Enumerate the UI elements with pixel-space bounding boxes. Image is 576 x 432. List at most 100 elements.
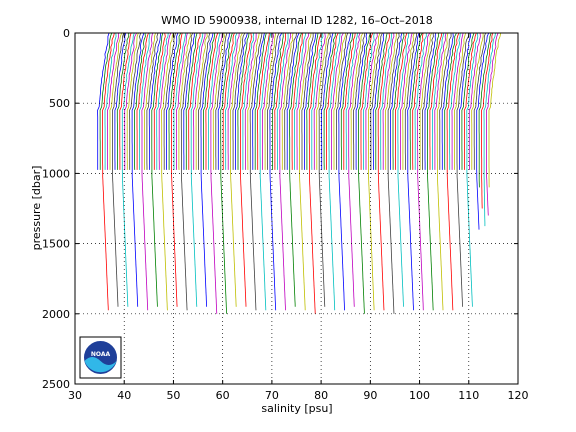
profile-line [340, 32, 354, 170]
profile-line [232, 32, 246, 170]
profile-line [486, 32, 499, 216]
profile-line [257, 32, 270, 170]
profile-line [422, 32, 434, 170]
logo-ring [83, 340, 118, 375]
profile-line [136, 32, 149, 170]
profile-line [281, 32, 294, 170]
profile-line [321, 32, 334, 170]
profile-line [483, 32, 496, 227]
profile-line [178, 32, 191, 170]
profile-line [407, 32, 420, 311]
profile-line [306, 32, 319, 170]
y-axis-label: pressure [dbar] [30, 166, 43, 251]
profile-line [180, 32, 194, 311]
profile-line [481, 32, 493, 209]
profile-line [249, 32, 263, 311]
profile-line [439, 32, 452, 170]
y-tick-label: 2500 [42, 378, 70, 391]
profile-line [175, 32, 188, 170]
profile-line [247, 32, 260, 170]
profile-line [335, 32, 349, 170]
y-tick-label: 1500 [42, 238, 70, 251]
profile-line [451, 32, 464, 170]
x-tick-label: 120 [508, 389, 529, 402]
profile-line [143, 32, 156, 170]
profile-line [284, 32, 297, 170]
profile-line [158, 32, 172, 170]
grid-lines [75, 33, 518, 384]
x-tick-label: 100 [409, 389, 430, 402]
x-tick-label: 50 [166, 389, 180, 402]
profile-line [242, 32, 255, 170]
profile-line [367, 32, 381, 311]
profile-line [166, 32, 179, 170]
profile-line [382, 32, 395, 170]
profile-line [146, 32, 159, 170]
profile-line [183, 33, 195, 170]
profile-line [434, 32, 447, 170]
profile-line [426, 32, 439, 311]
x-tick-label: 60 [216, 389, 230, 402]
profile-line [99, 32, 113, 170]
profile-line [476, 32, 490, 230]
profile-line [458, 32, 471, 170]
profile-line [348, 32, 361, 307]
profile-line [289, 32, 302, 307]
profile-line [205, 32, 219, 170]
profile-line [104, 32, 117, 170]
x-tick-label: 40 [117, 389, 131, 402]
profile-line [326, 32, 339, 170]
profile-line [478, 32, 492, 188]
profile-line [466, 32, 479, 307]
profile-line [355, 32, 368, 170]
profile-line [156, 32, 169, 170]
profile-line [217, 32, 230, 170]
profile-line [271, 32, 284, 170]
profile-line [323, 32, 336, 170]
profile-line [163, 32, 176, 170]
profile-lines [97, 32, 502, 314]
profile-line [444, 32, 457, 170]
logo-wave [84, 357, 117, 373]
profile-line [385, 32, 398, 170]
profile-line [235, 32, 248, 170]
profile-line [311, 32, 324, 170]
profile-line [203, 32, 216, 170]
profile-line [112, 32, 125, 307]
profile-line [188, 32, 201, 170]
profile-line [193, 32, 206, 170]
profile-line [424, 32, 436, 170]
profile-line [121, 32, 135, 307]
x-tick-label: 80 [314, 389, 328, 402]
profile-line [185, 32, 198, 170]
profile-line [333, 32, 346, 170]
profile-line [360, 32, 374, 170]
profile-line [254, 32, 267, 170]
profile-line [397, 32, 410, 307]
profile-line [148, 32, 162, 170]
profile-line [390, 32, 403, 170]
profile-line [301, 32, 314, 170]
profile-line [114, 32, 127, 170]
profile-line [409, 32, 423, 170]
profile-line [107, 32, 120, 170]
profile-line [294, 32, 307, 170]
profile-line [454, 32, 466, 170]
profile-line [97, 32, 110, 170]
profile-line [171, 32, 183, 307]
profile-line [471, 33, 484, 170]
profile-line [370, 32, 383, 170]
profile-line [431, 32, 445, 170]
profile-line [274, 32, 287, 170]
profile-line [259, 32, 272, 311]
profile-line [394, 32, 408, 170]
profile-line [473, 32, 486, 170]
profile-line [102, 32, 115, 311]
profile-line [316, 32, 329, 170]
profile-line [343, 32, 356, 170]
profile-line [404, 32, 418, 170]
profile-line [419, 32, 432, 170]
profile-line [244, 32, 257, 170]
y-tick-label: 2000 [42, 308, 70, 321]
profile-line [350, 32, 364, 170]
